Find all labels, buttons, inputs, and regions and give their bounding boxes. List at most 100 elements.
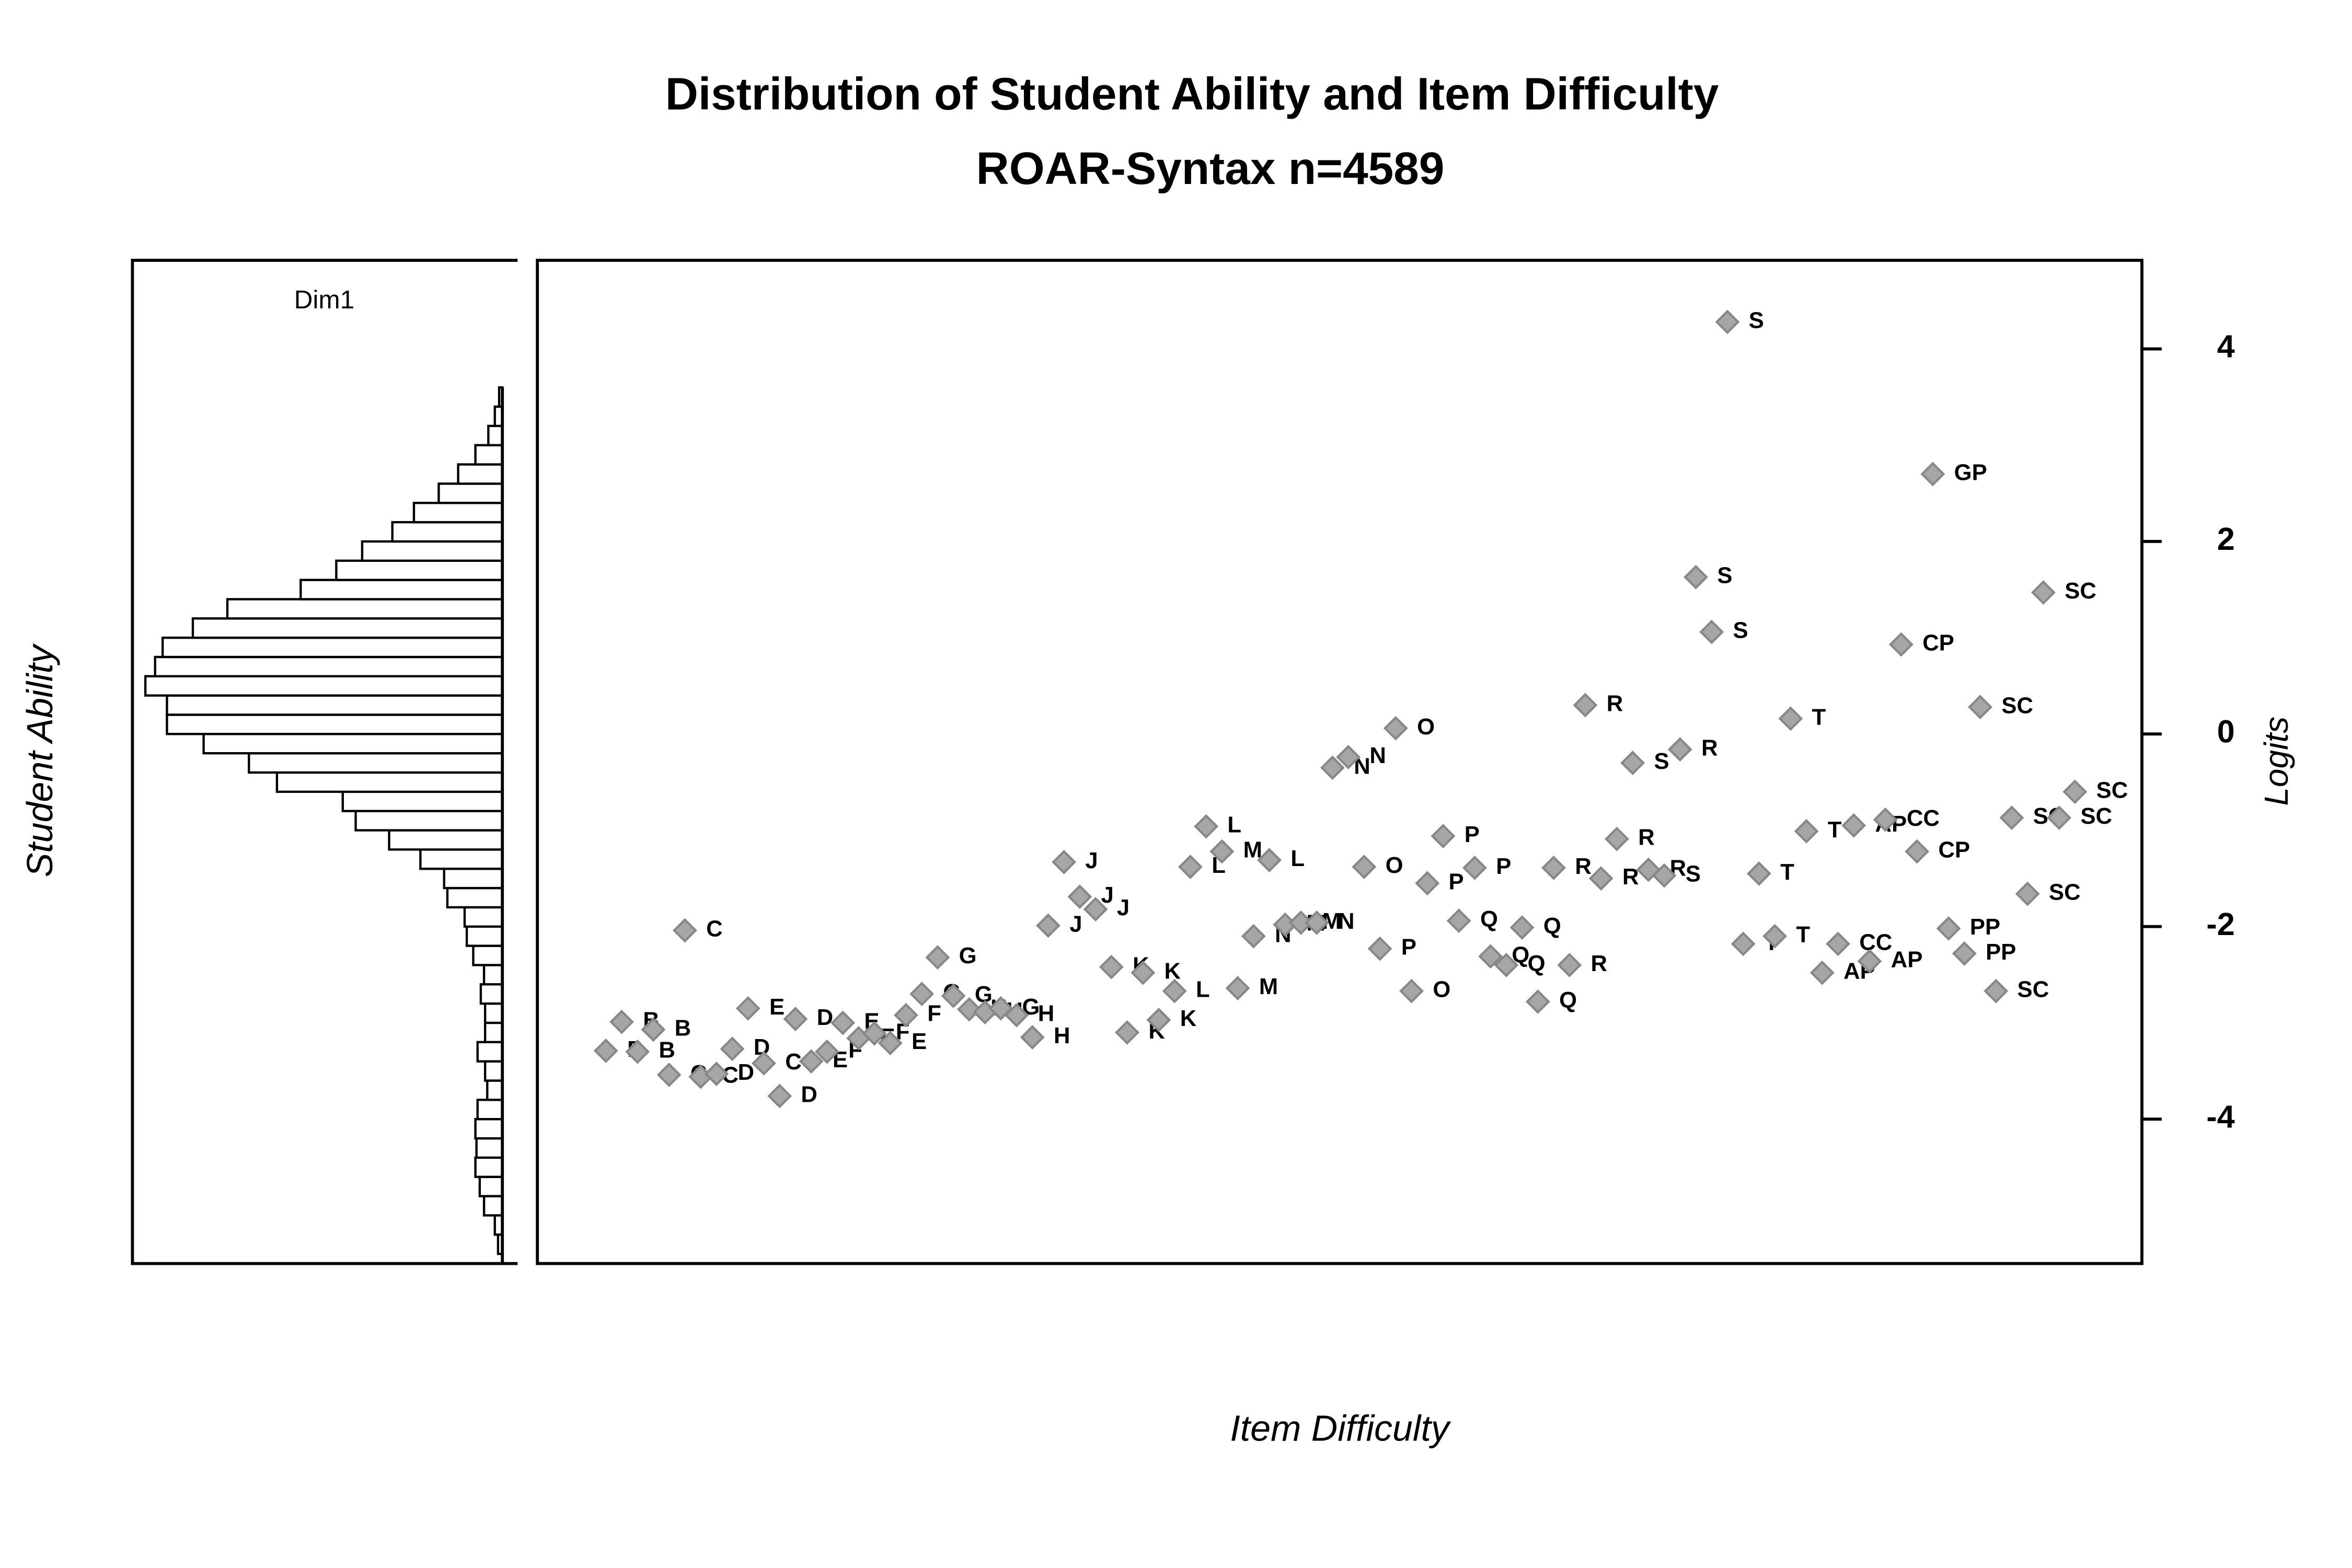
item-label: L — [1196, 977, 1210, 1002]
histogram-bar — [391, 521, 504, 543]
item-point — [672, 918, 697, 943]
histogram-bar — [191, 617, 504, 639]
histogram-bar — [166, 694, 504, 716]
item-point — [1826, 931, 1851, 956]
item-point — [1478, 944, 1503, 969]
item-label: P — [1449, 869, 1464, 894]
item-label: D — [801, 1081, 817, 1107]
item-point — [1809, 960, 1835, 985]
item-label: C — [706, 916, 723, 942]
histogram-bar — [166, 713, 504, 735]
item-point — [751, 1051, 776, 1076]
item-point — [1509, 915, 1535, 940]
histogram-bar — [388, 829, 504, 851]
histogram-bar — [476, 1099, 504, 1121]
item-label: E — [912, 1029, 927, 1054]
item-point — [814, 1039, 839, 1064]
histogram-bar — [354, 810, 504, 832]
item-point — [1446, 908, 1471, 933]
item-point — [1367, 936, 1392, 961]
item-label: J — [1101, 882, 1114, 908]
item-label: AP — [1891, 947, 1923, 973]
item-label: SC — [2096, 777, 2128, 803]
item-label: T — [1796, 922, 1810, 948]
item-point — [1020, 1025, 1045, 1050]
item-label: Q — [1559, 987, 1577, 1013]
item-point — [1778, 706, 1803, 731]
x-axis-label: Item Difficulty — [1230, 1408, 1451, 1448]
item-point — [1968, 695, 1993, 720]
item-label: S — [1717, 563, 1732, 589]
item-label: D — [738, 1059, 755, 1085]
y-tick-label: 4 — [2217, 329, 2235, 364]
histogram-bar — [437, 482, 504, 504]
item-point — [1225, 976, 1250, 1001]
item-point — [593, 1038, 618, 1063]
item-point — [641, 1017, 666, 1042]
histogram-bar — [144, 675, 504, 697]
item-point — [1699, 619, 1724, 644]
item-point — [1684, 564, 1709, 590]
y2-axis-label: Logits — [2257, 717, 2295, 806]
histogram-bar — [479, 983, 504, 1005]
item-label: S — [1733, 618, 1748, 643]
item-point — [799, 1049, 824, 1074]
histogram-bar — [361, 540, 504, 562]
item-label: P — [1465, 822, 1480, 847]
item-label: B — [675, 1015, 691, 1041]
item-point — [1667, 737, 1692, 762]
item-point — [735, 996, 760, 1021]
histogram-bar — [478, 1175, 504, 1197]
item-point — [1604, 826, 1629, 851]
item-label: SC — [2065, 578, 2096, 604]
item-label: G — [959, 943, 977, 969]
item-point — [1525, 989, 1550, 1014]
item-point — [704, 1062, 729, 1087]
item-point — [1715, 309, 1740, 335]
histogram-bar — [412, 502, 504, 524]
item-point — [656, 1062, 682, 1087]
histogram-bar — [463, 906, 504, 928]
item-point — [1399, 978, 1424, 1004]
histogram-bar — [341, 790, 504, 812]
item-label: J — [1117, 895, 1129, 920]
item-point — [1857, 949, 1882, 974]
item-point — [1494, 952, 1519, 977]
item-point — [941, 983, 966, 1008]
item-label: P — [1496, 854, 1511, 879]
histogram-bar — [299, 579, 504, 601]
item-label: CP — [1938, 837, 1970, 863]
item-label: R — [1575, 854, 1592, 879]
histogram-bar — [474, 444, 504, 466]
histogram-bar — [226, 598, 504, 620]
item-point — [1004, 1002, 1029, 1028]
item-point — [1131, 960, 1156, 985]
item-point — [893, 1002, 918, 1028]
item-point — [1841, 813, 1866, 838]
item-point — [1146, 1007, 1171, 1032]
item-label: Q — [1480, 906, 1498, 932]
item-label: F — [927, 1001, 941, 1027]
item-label: Q — [1543, 913, 1561, 939]
item-point — [1383, 716, 1408, 741]
item-point — [2047, 805, 2072, 831]
item-label: N — [1369, 743, 1386, 768]
histogram-bar — [487, 424, 504, 446]
item-point — [862, 1021, 887, 1046]
histogram-bar — [486, 1079, 504, 1101]
item-label: K — [1165, 959, 1181, 984]
histogram-bar — [482, 1195, 504, 1217]
histogram-bar — [335, 559, 504, 581]
item-point — [1162, 978, 1187, 1004]
item-point — [1652, 863, 1677, 888]
item-point — [625, 1039, 650, 1064]
item-label: T — [1780, 859, 1794, 885]
item-label: O — [1417, 714, 1435, 740]
item-label: S — [1749, 307, 1764, 333]
histogram-bar — [275, 771, 504, 793]
item-label: P — [1401, 935, 1416, 960]
item-label: T — [1828, 817, 1842, 843]
y-tick-label: -4 — [2206, 1099, 2234, 1134]
item-point — [1936, 916, 1961, 941]
item-point — [1415, 871, 1440, 896]
